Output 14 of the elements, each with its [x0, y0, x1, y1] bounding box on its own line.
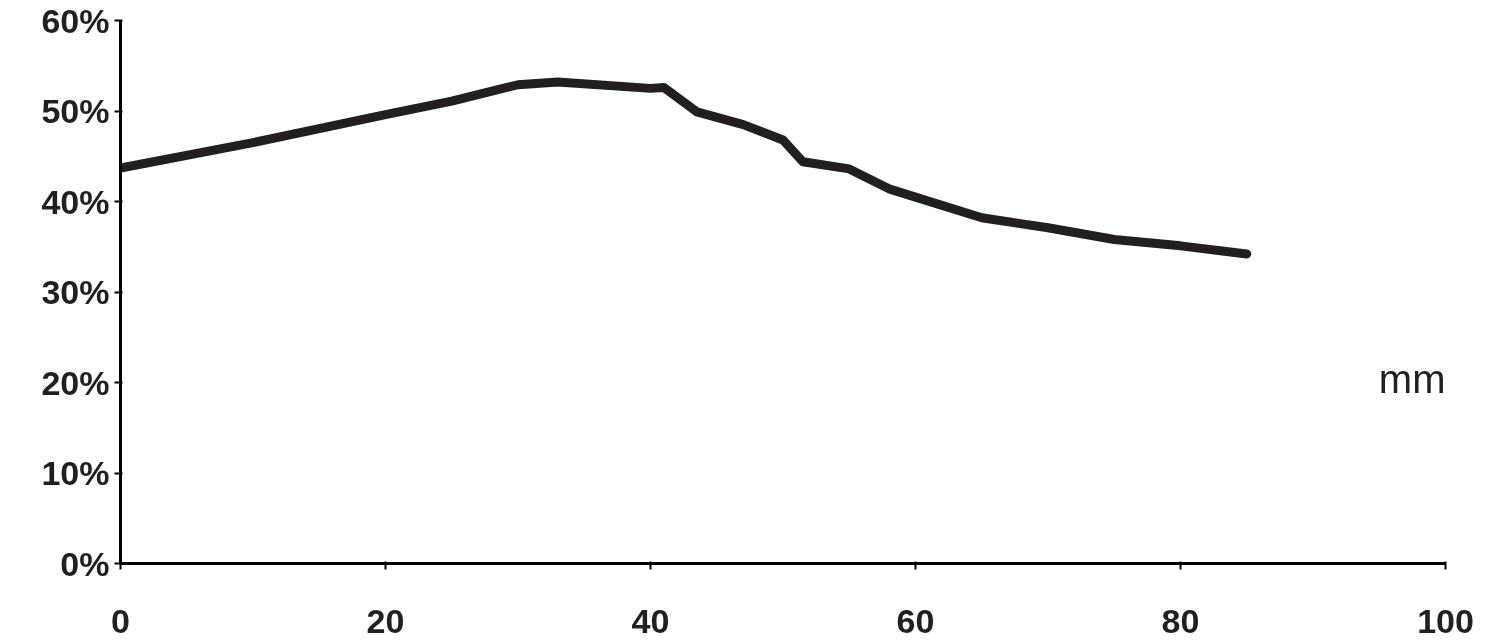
x-tick-label: 60	[896, 601, 935, 640]
x-axis-title: mm	[1378, 356, 1446, 401]
y-tick-label: 10%	[41, 454, 110, 492]
x-tick-label: 0	[111, 601, 130, 640]
x-tick-label: 100	[1417, 601, 1474, 640]
y-tick-label: 60%	[41, 1, 110, 40]
x-tick-label: 40	[631, 601, 670, 640]
x-tick-label: 20	[366, 601, 405, 640]
y-tick-label: 30%	[41, 273, 110, 311]
y-tick-label: 0%	[60, 544, 110, 583]
y-tick-label: 20%	[41, 363, 110, 402]
y-tick-label: 50%	[41, 92, 110, 130]
x-tick-label: 80	[1161, 601, 1200, 640]
y-tick-label: 40%	[41, 182, 110, 221]
